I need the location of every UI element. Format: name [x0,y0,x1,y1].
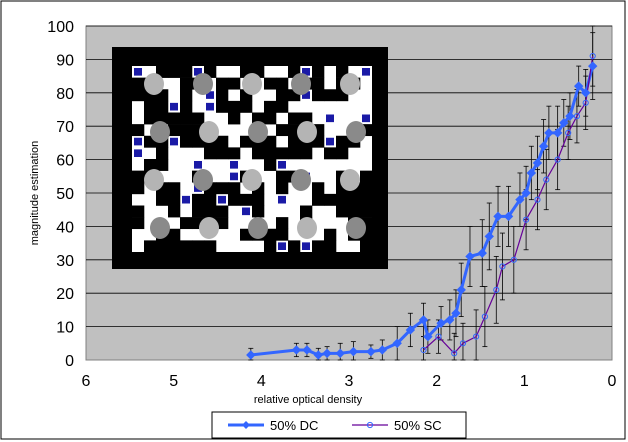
data-point-50-dc [302,345,312,355]
data-point-50-sc [565,129,572,136]
data-point-50-dc [456,285,466,295]
y-tick-label: 70 [56,119,74,136]
data-point-50-dc [377,345,388,355]
data-point-50-dc [423,331,433,342]
data-point-50-sc [420,346,427,354]
x-tick-label: 2 [432,373,441,390]
data-point-50-sc [510,256,517,263]
x-tick-label: 5 [169,373,178,390]
data-point-50-dc [313,350,324,360]
y-tick-label: 30 [56,253,74,270]
legend-marker-50-sc [366,421,374,429]
data-point-50-dc [335,348,345,359]
data-point-50-dc [366,346,376,357]
data-point-50-dc [436,318,446,328]
data-point-50-dc [526,168,537,178]
y-tick-label: 40 [56,219,74,236]
y-tick-label: 50 [56,186,74,203]
data-point-50-sc [493,286,500,293]
data-point-50-dc [588,61,598,71]
data-point-50-sc [435,333,442,340]
data-point-50-dc [451,308,461,318]
y-axis-tick-labels: 0 10 20 30 40 50 60 70 80 90 100 [47,19,74,370]
data-point-50-dc [493,211,503,222]
y-tick-label: 10 [56,320,74,337]
data-point-50-dc [552,128,563,138]
data-point-50-dc [580,88,591,98]
x-tick-label: 4 [257,373,266,390]
legend-box [211,411,467,439]
data-point-50-dc [544,128,554,138]
data-point-50-sc [481,313,488,320]
x-tick-label: 1 [520,373,529,390]
data-point-50-dc [418,315,429,325]
x-axis-label: relative optical density [254,394,363,406]
data-point-50-dc [465,251,475,262]
data-point-50-sc [582,99,589,106]
x-tick-label: 3 [345,373,354,390]
data-point-50-sc [451,350,458,357]
y-tick-label: 90 [56,52,74,69]
data-point-50-dc [392,338,402,349]
data-point-50-dc [322,348,332,359]
y-tick-label: 20 [56,286,74,303]
y-tick-label: 0 [65,353,74,370]
data-point-50-dc [573,81,584,91]
series-markers [246,52,598,360]
data-point-50-sc [499,263,506,270]
data-point-50-dc [246,350,256,360]
x-tick-label: 0 [608,373,617,390]
data-point-50-sc [554,156,561,163]
data-point-50-sc [589,52,596,60]
data-point-50-dc [515,194,525,205]
y-tick-label: 60 [56,153,74,170]
data-point-50-dc [484,231,494,242]
data-point-50-sc [459,340,467,347]
data-point-50-dc [538,141,549,151]
data-point-50-dc [503,211,514,222]
legend-label-50-dc: 50% DC [270,418,318,433]
legend: 50% DC 50% SC [211,411,467,439]
stimulus-pattern-image [112,47,388,269]
data-point-50-sc [473,333,480,340]
x-axis-tick-labels: 6 5 4 3 2 1 0 [82,373,617,390]
data-point-50-dc [559,118,569,128]
data-point-50-sc [522,216,530,223]
y-tick-label: 100 [47,19,74,36]
legend-marker-50-dc [242,421,250,429]
data-point-50-dc [565,111,575,121]
series-line-50-sc [423,55,594,354]
data-point-50-dc [532,158,543,168]
legend-label-50-sc: 50% SC [394,418,442,433]
x-tick-label: 6 [82,373,91,390]
y-axis-label: magnitude estimation [29,141,41,246]
y-tick-label: 80 [56,86,74,103]
data-point-50-dc [348,346,359,357]
data-point-50-sc [534,196,541,203]
data-point-50-dc [291,345,302,355]
data-point-50-dc [405,325,416,335]
data-point-50-sc [573,113,581,120]
data-point-50-dc [521,188,531,198]
data-point-50-sc [543,176,550,183]
data-point-50-dc [477,248,487,258]
data-point-50-dc [445,315,455,325]
